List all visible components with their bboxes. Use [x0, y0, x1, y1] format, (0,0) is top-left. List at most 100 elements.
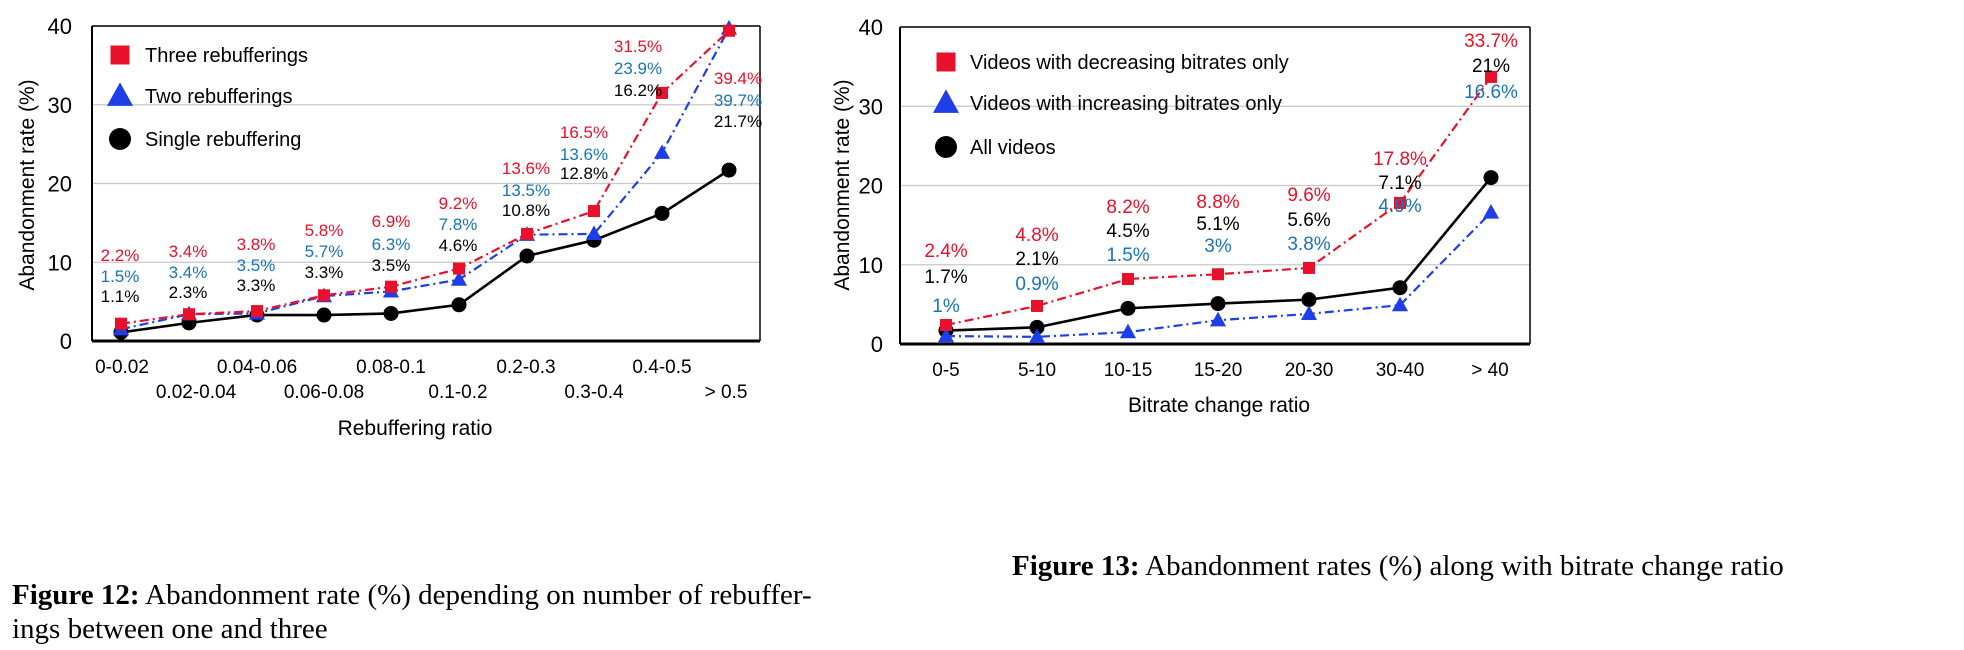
data-label: 3.4% [169, 242, 208, 261]
data-point-square [453, 262, 465, 275]
data-label: 4.8% [1015, 225, 1058, 246]
data-point-square [385, 280, 397, 293]
data-label: 8.8% [1196, 192, 1239, 213]
legend-marker-circle [109, 128, 131, 150]
data-label: 5.1% [1196, 214, 1239, 235]
data-label: 5.7% [305, 242, 344, 261]
data-label: 16.2% [614, 81, 662, 100]
data-label: 13.5% [502, 181, 550, 200]
caption-fig12-line2: ings between one and three [12, 613, 328, 645]
data-label: 0.9% [1015, 274, 1058, 295]
data-label: 1.5% [101, 267, 140, 286]
x-tick-label: 15-20 [1194, 360, 1243, 381]
data-point-triangle [1028, 328, 1046, 344]
data-label: 1.1% [101, 287, 140, 306]
data-label: 5.8% [305, 221, 344, 240]
data-label: 21% [1472, 56, 1510, 77]
x-tick-label: > 40 [1471, 360, 1509, 381]
data-label: 3.8% [1287, 234, 1330, 255]
data-label: 13.6% [560, 145, 608, 164]
data-point-square [251, 305, 263, 318]
data-point-triangle [1482, 203, 1500, 219]
data-label: 2.4% [924, 241, 967, 262]
y-tick-label: 30 [48, 93, 72, 118]
y-axis-label: Abandonment rate (%) [831, 79, 854, 290]
data-label: 7.8% [439, 215, 478, 234]
data-label: 10.8% [502, 201, 550, 220]
data-label: 39.7% [714, 91, 762, 110]
chart-rebuffering: 0 10 20 30 40 0-0.02 0.02-0.04 0.04-0.06 0.06-0.… [16, 14, 762, 440]
x-tick-label: 0.06-0.08 [284, 382, 364, 403]
data-point-circle [1483, 170, 1499, 186]
data-point-square [1394, 196, 1406, 209]
legend-label: All videos [970, 137, 1056, 159]
data-label: 3.5% [372, 256, 411, 275]
y-tick-label: 20 [859, 174, 883, 199]
series-line-square [120, 29, 730, 325]
legend-marker-square [110, 45, 130, 65]
data-label: 3.4% [169, 263, 208, 282]
x-tick-label: 0.02-0.04 [156, 382, 237, 403]
data-label: 39.4% [714, 69, 762, 88]
captions: Figure 12: Abandonment rate (%) dependin… [12, 550, 1784, 645]
y-tick-label: 10 [859, 253, 883, 278]
data-point-triangle [450, 271, 468, 286]
x-tick-label: 0.08-0.1 [356, 357, 426, 378]
data-label: 4.9% [1378, 196, 1421, 217]
x-axis-label: Rebuffering ratio [338, 417, 493, 440]
data-label: 33.7% [1464, 31, 1518, 52]
legend-marker-triangle [106, 82, 134, 106]
x-axis-label: Bitrate change ratio [1128, 394, 1310, 417]
x-tick-label: 0.04-0.06 [217, 357, 297, 378]
data-label: 31.5% [614, 37, 662, 56]
data-label: 23.9% [614, 59, 662, 78]
data-point-circle [316, 307, 332, 323]
data-label: 6.3% [372, 235, 411, 254]
data-point-square [1303, 261, 1315, 274]
x-tick-label: 0.3-0.4 [564, 382, 624, 403]
legend-label: Videos with decreasing bitrates only [970, 52, 1289, 74]
caption-fig12: Figure 12: Abandonment rate (%) dependin… [12, 579, 812, 611]
caption-fig12-text: Abandonment rate (%) depending on number… [140, 579, 812, 611]
legend-label: Two rebufferings [145, 86, 293, 108]
data-point-square [1485, 70, 1497, 83]
data-label: 6.9% [372, 212, 411, 231]
x-tick-label: > 0.5 [705, 382, 748, 403]
x-tick-label: 0.2-0.3 [496, 357, 555, 378]
data-point-circle [1120, 300, 1136, 316]
data-point-triangle [937, 327, 955, 343]
caption-fig13: Figure 13: Abandonment rates (%) along w… [1012, 550, 1784, 582]
data-label: 3.3% [237, 276, 276, 295]
x-tick-label: 30-40 [1376, 360, 1425, 381]
data-label: 4.5% [1106, 221, 1149, 242]
data-point-triangle [1300, 305, 1318, 321]
data-point-square [1212, 268, 1224, 281]
y-tick-label: 10 [48, 250, 72, 275]
x-tick-label: 20-30 [1285, 360, 1334, 381]
x-tick-label: 0.4-0.5 [632, 357, 691, 378]
data-point-square [521, 227, 533, 240]
y-tick-label: 0 [871, 332, 883, 357]
data-label: 1.7% [924, 267, 967, 288]
caption-fig12-label: Figure 12: [12, 579, 140, 611]
caption-fig13-label: Figure 13: [1012, 550, 1140, 582]
legend-marker-triangle [932, 89, 960, 113]
data-point-square [1122, 273, 1134, 286]
data-label: 9.2% [439, 194, 478, 213]
data-point-circle [1392, 280, 1408, 296]
data-point-square [656, 86, 668, 99]
data-label: 4.6% [439, 236, 478, 255]
data-label: 13.6% [502, 159, 550, 178]
data-label: 3% [1204, 236, 1232, 257]
data-point-square [940, 318, 952, 331]
data-point-circle [1210, 296, 1226, 312]
data-point-triangle [1119, 323, 1137, 339]
series-line-circle [120, 169, 730, 334]
data-label: 17.8% [1373, 149, 1427, 170]
data-label: 16.6% [1464, 82, 1518, 103]
x-tick-label: 0-5 [932, 360, 959, 381]
y-tick-label: 20 [48, 172, 72, 197]
data-label: 3.3% [305, 263, 344, 282]
data-label: 3.8% [237, 235, 276, 254]
